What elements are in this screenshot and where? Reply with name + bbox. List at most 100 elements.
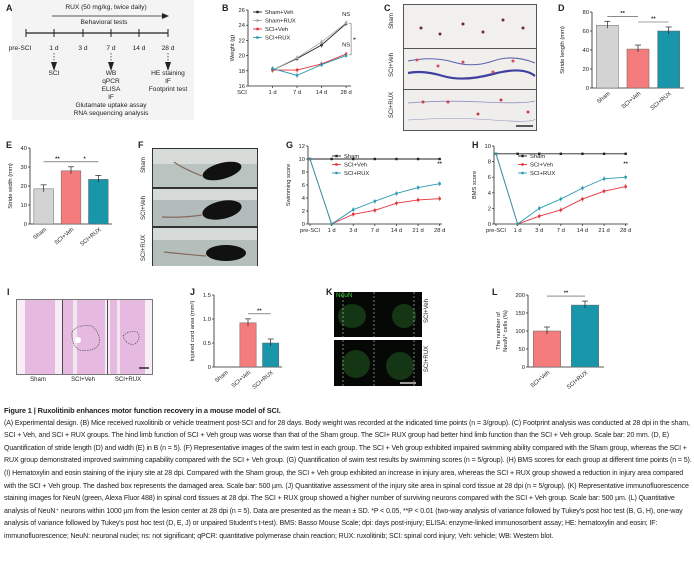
arrow-down-icon: [51, 62, 57, 71]
bar: [60, 170, 82, 225]
data-point: [373, 157, 377, 161]
legend-label: SCI+RUX: [265, 36, 290, 42]
y-tick-label: 20: [239, 54, 245, 60]
arrow-down-icon: [108, 62, 114, 71]
x-tick-label: SCI+Veh: [54, 227, 76, 246]
data-point: [494, 152, 498, 155]
x-tick-label: 21 d: [598, 228, 609, 234]
y-axis-label: The number of: [496, 312, 502, 350]
legend-label: SCI+RUX: [530, 171, 555, 177]
y-axis-label: Swimming score: [286, 164, 292, 207]
series-line: [272, 55, 347, 76]
if-photo: [334, 292, 422, 386]
x-tick-label: 14 d: [316, 90, 327, 96]
y-tick-label: 10: [21, 203, 27, 209]
legend-marker: [256, 36, 259, 39]
assay-label: Glutamate uptake assay: [75, 102, 147, 109]
timeline-ticks: [25, 29, 169, 37]
panel-label-l: L: [492, 287, 498, 297]
x-tick-label: SCI+RUX: [79, 227, 102, 248]
significance-label: NS: [342, 12, 350, 18]
legend-label: Sham+RUX: [265, 19, 296, 25]
data-point: [602, 152, 606, 155]
y-tick-label: 80: [583, 10, 589, 16]
y-tick-label: 0: [488, 222, 491, 228]
y-axis-label: Weight (g): [230, 35, 236, 62]
significance-label: **: [623, 162, 628, 168]
significance-label: **: [55, 156, 60, 162]
y-tick-label: 24: [239, 23, 246, 29]
y-tick-label: 40: [583, 48, 589, 54]
x-tick-label: SCI+RUX: [566, 370, 589, 391]
assay-label: IF: [165, 78, 171, 85]
legend-label: SCI+Veh: [530, 163, 553, 169]
row-label: Sham: [141, 157, 147, 173]
lesion-outline: [122, 331, 140, 345]
y-tick-label: 150: [515, 311, 525, 317]
y-tick-label: 0: [208, 365, 211, 371]
y-tick-label: 18: [239, 69, 245, 75]
panel-label-a: A: [6, 3, 13, 13]
legend-marker: [335, 154, 338, 158]
legend-marker: [521, 154, 524, 158]
row-label: Sham: [389, 13, 395, 29]
timepoint-label: 3 d: [78, 45, 88, 52]
x-tick-label: SCI+RUX: [650, 91, 673, 112]
significance-bracket: [349, 23, 352, 56]
timepoint-label: pre-SCI: [8, 45, 32, 52]
series-line: [272, 22, 347, 71]
significance-label: **: [437, 162, 442, 168]
behavioral-tests-label: Behavioral tests: [80, 19, 128, 26]
x-tick-label: SCI+RUX: [252, 370, 275, 391]
x-tick-label: pre-SCI: [486, 228, 506, 234]
procedure-label: SCI: [48, 70, 60, 77]
panel-label-j: J: [190, 287, 196, 297]
y-tick-label: 6: [488, 175, 491, 181]
y-tick-label: 6: [302, 183, 305, 189]
chart-bms-score: 0 2 4 6 8 10 BMS score pre-SCI 1 d 3 d 7 d 14 d 21 d…: [472, 144, 631, 234]
assay-label: IF: [108, 94, 114, 101]
panel-label-d: D: [558, 3, 565, 13]
x-tick-label: 28 d: [434, 228, 445, 234]
y-tick-label: 0: [586, 86, 589, 92]
x-tick-label: 1 d: [328, 228, 336, 234]
bar: [571, 304, 599, 368]
y-tick-label: 22: [239, 38, 245, 44]
y-axis-label: Injured cord area (mm²): [190, 300, 196, 361]
y-tick-label: 20: [21, 184, 27, 190]
series-line: [495, 153, 626, 225]
x-tick-label: 28 d: [340, 90, 351, 96]
panel-label-i: I: [7, 287, 10, 297]
bar: [657, 30, 680, 89]
bar: [239, 322, 257, 368]
series-line: [309, 158, 440, 225]
treatment-arrow-head-icon: [162, 13, 169, 19]
treatment-label: RUX (50 mg/kg, twice daily): [65, 4, 147, 11]
series-line: [495, 153, 626, 225]
legend-marker: [256, 19, 259, 22]
y-tick-label: 4: [488, 191, 492, 197]
x-tick-label: 3 d: [535, 228, 543, 234]
panel-label-e: E: [6, 140, 13, 150]
y-tick-label: 200: [515, 293, 525, 299]
bar: [88, 179, 109, 225]
x-tick-label: SCI+Veh: [621, 91, 643, 110]
column-label: SCI+RUX: [114, 377, 142, 383]
y-tick-label: 0: [302, 222, 305, 228]
timeline-graphic: [25, 13, 171, 71]
figure-legend-text: (A) Experimental design. (B) Mice receiv…: [4, 419, 692, 540]
data-point: [538, 152, 541, 155]
legend-label: Sham: [530, 154, 545, 160]
day-arrows: [53, 53, 169, 62]
chart-swimming-score: 0 2 4 6 8 10 12 Swimming score pre-SCI 1 d 3 d 7 d 1…: [286, 144, 445, 234]
experimental-design: RUX (50 mg/kg, twice daily) Behavioral t…: [8, 0, 194, 120]
y-tick-label: 10: [485, 144, 491, 150]
y-axis-label: BMS score: [472, 171, 478, 199]
column-label: SCI+Veh: [71, 377, 95, 383]
significance-label: **: [257, 308, 262, 314]
panel-label-k: K: [326, 287, 333, 297]
data-point: [330, 222, 333, 226]
row-label: SCI+Veh: [141, 196, 147, 220]
figure-caption: Figure 1 | Ruxolitinib enhances motor fu…: [4, 405, 692, 544]
row-label: SCI+RUX: [141, 234, 147, 262]
